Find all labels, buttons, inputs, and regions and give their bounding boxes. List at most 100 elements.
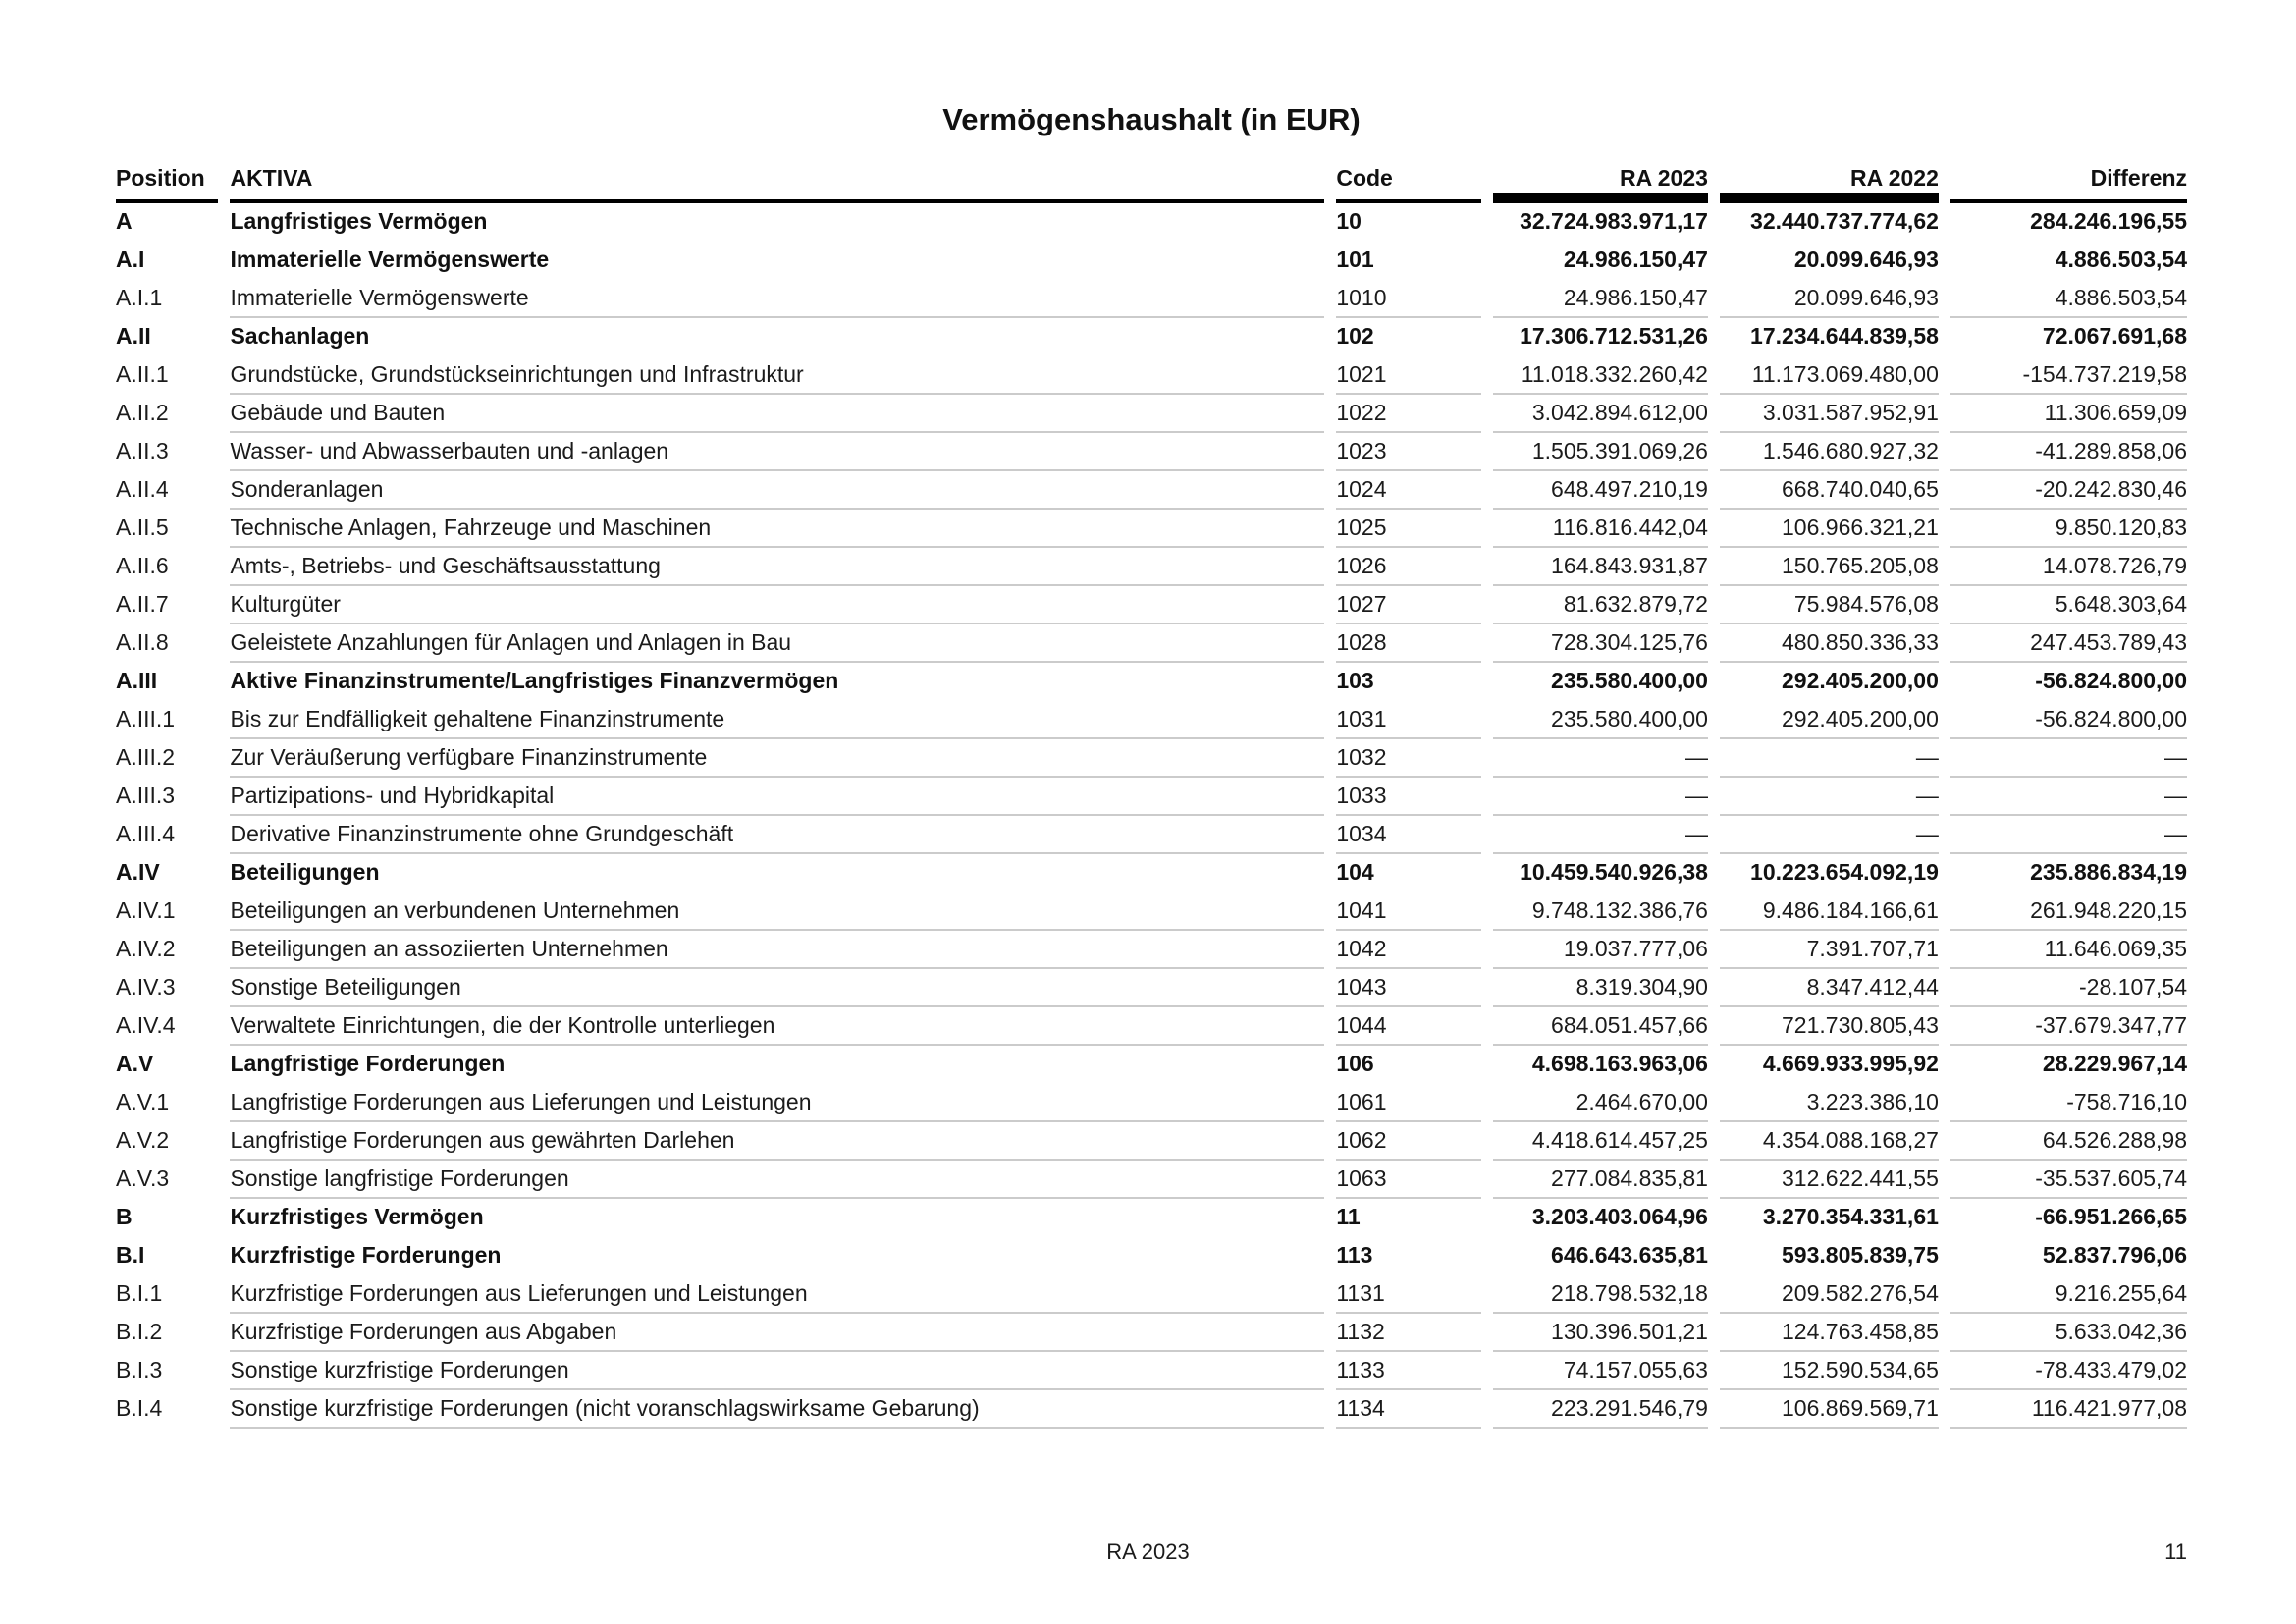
table-row: A.V.2 Langfristige Forderungen aus gewäh… [116,1122,2187,1161]
cell-ra2023: 11.018.332.260,42 [1492,356,1708,395]
cell-label: Immaterielle Vermögenswerte [230,280,1325,318]
cell-ra2022: 20.099.646,93 [1719,280,1939,318]
cell-position: B.I.4 [116,1395,163,1421]
cell-code: 1041 [1336,893,1481,931]
cell-ra2023: 277.084.835,81 [1492,1161,1708,1199]
cell-position: A.V.3 [116,1165,170,1191]
column-header-position: Position [116,165,219,203]
cell-label: Partizipations- und Hybridkapital [230,778,1325,816]
cell-ra2022: 124.763.458,85 [1719,1314,1939,1352]
cell-position: A.V.2 [116,1127,170,1153]
table-row: B.I.2 Kurzfristige Forderungen aus Abgab… [116,1314,2187,1352]
cell-ra2023: 130.396.501,21 [1492,1314,1708,1352]
cell-ra2023: 3.042.894.612,00 [1492,395,1708,433]
cell-ra2022: 1.546.680.927,32 [1719,433,1939,471]
cell-ra2022: 480.850.336,33 [1719,624,1939,663]
cell-ra2023: 19.037.777,06 [1492,931,1708,969]
cell-ra2022: — [1719,816,1939,854]
cell-differenz: -66.951.266,65 [2035,1204,2187,1229]
cell-position: A.II.4 [116,476,169,502]
table-row: A.II.7 Kulturgüter 1027 81.632.879,72 75… [116,586,2187,624]
cell-ra2022: 4.354.088.168,27 [1719,1122,1939,1161]
cell-label: Beteiligungen [230,859,380,885]
cell-code: 1034 [1336,816,1481,854]
cell-label: Kurzfristiges Vermögen [230,1204,484,1229]
table-row: B.I Kurzfristige Forderungen 113 646.643… [116,1237,2187,1275]
footer-report-label: RA 2023 [1106,1540,1190,1564]
cell-code: 1028 [1336,624,1481,663]
cell-ra2023: 3.203.403.064,96 [1531,1204,1708,1229]
cell-ra2022: 32.440.737.774,62 [1750,208,1939,234]
cell-position: A.IV [116,859,160,885]
cell-ra2023: — [1492,739,1708,778]
cell-code: 1131 [1336,1275,1481,1314]
aktiva-table: Position AKTIVA Code RA 2023 RA 2022 Dif… [104,165,2199,1429]
table-row: B.I.1 Kurzfristige Forderungen aus Liefe… [116,1275,2187,1314]
cell-code: 1134 [1336,1390,1481,1429]
cell-position: A.IV.1 [116,897,176,923]
cell-position: A.II.5 [116,514,169,540]
cell-position: B.I [116,1242,145,1268]
cell-ra2023: 17.306.712.531,26 [1520,323,1708,349]
cell-position: A.V.1 [116,1089,170,1114]
cell-differenz: 116.421.977,08 [1949,1390,2187,1429]
cell-position: A.III.2 [116,744,176,770]
cell-position: A.II.7 [116,591,169,617]
cell-differenz: 14.078.726,79 [1949,548,2187,586]
cell-differenz: -56.824.800,00 [2035,668,2187,693]
cell-ra2023: 223.291.546,79 [1492,1390,1708,1429]
cell-position: A.IV.2 [116,936,176,961]
cell-ra2023: 2.464.670,00 [1492,1084,1708,1122]
cell-ra2023: 646.643.635,81 [1551,1242,1708,1268]
cell-code: 104 [1336,859,1374,885]
cell-code: 1026 [1336,548,1481,586]
cell-ra2022: 7.391.707,71 [1719,931,1939,969]
cell-code: 1063 [1336,1161,1481,1199]
cell-code: 103 [1336,668,1374,693]
table-row: A.IV Beteiligungen 104 10.459.540.926,38… [116,854,2187,893]
table-row: A.III.2 Zur Veräußerung verfügbare Finan… [116,739,2187,778]
cell-ra2022: 75.984.576,08 [1719,586,1939,624]
cell-ra2022: 106.869.569,71 [1719,1390,1939,1429]
cell-position: A.III.3 [116,783,176,808]
cell-ra2023: 116.816.442,04 [1492,510,1708,548]
cell-differenz: 52.837.796,06 [2042,1242,2187,1268]
cell-label: Kulturgüter [230,586,1325,624]
table-row: A.IV.1 Beteiligungen an verbundenen Unte… [116,893,2187,931]
cell-code: 101 [1336,246,1374,272]
cell-differenz: 4.886.503,54 [2055,246,2187,272]
cell-position: A.II.6 [116,553,169,578]
cell-label: Derivative Finanzinstrumente ohne Grundg… [230,816,1325,854]
column-header-ra2023: RA 2023 [1492,165,1708,203]
cell-differenz: — [1949,778,2187,816]
cell-label: Langfristige Forderungen [230,1051,506,1076]
cell-differenz: 28.229.967,14 [2042,1051,2187,1076]
cell-label: Zur Veräußerung verfügbare Finanzinstrum… [230,739,1325,778]
table-row: A.III.1 Bis zur Endfälligkeit gehaltene … [116,701,2187,739]
table-row: B.I.3 Sonstige kurzfristige Forderungen … [116,1352,2187,1390]
cell-ra2022: — [1719,778,1939,816]
cell-ra2022: 721.730.805,43 [1719,1007,1939,1046]
cell-ra2023: 74.157.055,63 [1492,1352,1708,1390]
cell-ra2022: 10.223.654.092,19 [1750,859,1939,885]
cell-differenz: 11.646.069,35 [1949,931,2187,969]
cell-differenz: — [1949,739,2187,778]
page-footer: RA 2023 11 [0,1540,2296,1567]
cell-code: 1132 [1336,1314,1481,1352]
cell-differenz: -20.242.830,46 [1949,471,2187,510]
cell-label: Sonstige kurzfristige Forderungen (nicht… [230,1390,1325,1429]
cell-label: Kurzfristige Forderungen aus Abgaben [230,1314,1325,1352]
table-row: A.III.4 Derivative Finanzinstrumente ohn… [116,816,2187,854]
table-row: A.II.1 Grundstücke, Grundstückseinrichtu… [116,356,2187,395]
column-header-ra2022: RA 2022 [1719,165,1939,203]
cell-label: Geleistete Anzahlungen für Anlagen und A… [230,624,1325,663]
cell-position: A.III [116,668,158,693]
cell-ra2022: 17.234.644.839,58 [1750,323,1939,349]
cell-ra2023: 218.798.532,18 [1492,1275,1708,1314]
cell-label: Sonstige langfristige Forderungen [230,1161,1325,1199]
cell-ra2022: 3.031.587.952,91 [1719,395,1939,433]
cell-position: A.V [116,1051,154,1076]
cell-label: Aktive Finanzinstrumente/Langfristiges F… [230,668,839,693]
table-row: A.I.1 Immaterielle Vermögenswerte 1010 2… [116,280,2187,318]
